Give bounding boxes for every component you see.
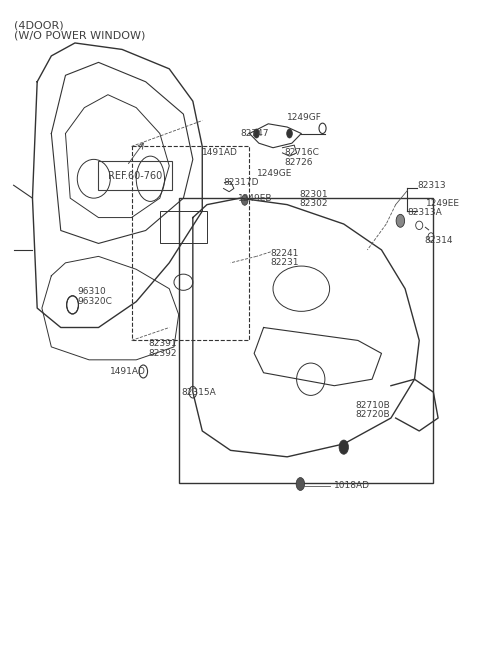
Text: 96310: 96310 <box>77 288 106 297</box>
Ellipse shape <box>287 129 292 138</box>
Text: (W/O POWER WINDOW): (W/O POWER WINDOW) <box>13 30 145 40</box>
Ellipse shape <box>296 477 305 491</box>
Ellipse shape <box>396 214 405 227</box>
Text: 82391: 82391 <box>148 339 177 348</box>
Text: 1249EE: 1249EE <box>426 199 460 208</box>
Bar <box>160 211 207 244</box>
Text: 82314: 82314 <box>424 236 453 245</box>
Text: 82392: 82392 <box>148 349 177 358</box>
Text: 1491AD: 1491AD <box>202 149 238 157</box>
Text: 82720B: 82720B <box>356 409 390 419</box>
Text: (4DOOR): (4DOOR) <box>13 20 63 30</box>
Text: 1249GF: 1249GF <box>287 113 322 122</box>
Text: 82710B: 82710B <box>356 401 390 409</box>
Text: 82315A: 82315A <box>181 388 216 397</box>
Text: 82302: 82302 <box>299 199 327 208</box>
Text: 82747: 82747 <box>240 129 268 138</box>
Text: 1249EB: 1249EB <box>238 194 272 202</box>
Ellipse shape <box>253 129 259 138</box>
Text: 1491AD: 1491AD <box>110 367 146 376</box>
Text: 82313A: 82313A <box>408 208 442 217</box>
Text: 96320C: 96320C <box>77 297 112 306</box>
Text: 82317D: 82317D <box>224 178 259 187</box>
Text: 1018AD: 1018AD <box>335 481 371 491</box>
Text: 82231: 82231 <box>271 258 299 267</box>
Ellipse shape <box>241 195 248 205</box>
Text: 82716C: 82716C <box>285 149 320 157</box>
Text: 1249GE: 1249GE <box>256 169 292 178</box>
Ellipse shape <box>339 440 348 455</box>
Text: 82241: 82241 <box>271 249 299 257</box>
Text: 82301: 82301 <box>299 191 327 199</box>
Text: 82726: 82726 <box>285 158 313 167</box>
Text: REF.60-760: REF.60-760 <box>108 170 162 181</box>
Text: 82313: 82313 <box>417 181 445 190</box>
Bar <box>179 198 433 483</box>
